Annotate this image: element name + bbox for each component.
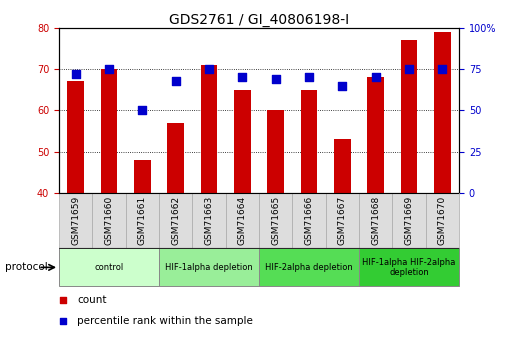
Point: [59, 318, 67, 324]
Point: [238, 75, 246, 80]
Point: [205, 66, 213, 72]
Text: GSM71662: GSM71662: [171, 196, 180, 245]
Bar: [59, 248, 159, 286]
Bar: [367, 77, 384, 193]
Point: [138, 108, 146, 113]
Text: control: control: [94, 263, 124, 272]
Text: GSM71660: GSM71660: [105, 196, 113, 245]
Bar: [301, 90, 318, 193]
Bar: [326, 193, 359, 248]
Point: [105, 66, 113, 72]
Text: count: count: [77, 295, 107, 305]
Text: GSM71665: GSM71665: [271, 196, 280, 245]
Bar: [134, 160, 151, 193]
Text: GSM71668: GSM71668: [371, 196, 380, 245]
Point: [71, 71, 80, 77]
Point: [438, 66, 446, 72]
Text: percentile rank within the sample: percentile rank within the sample: [77, 316, 253, 326]
Bar: [359, 248, 459, 286]
Bar: [259, 248, 359, 286]
Bar: [126, 193, 159, 248]
Point: [59, 297, 67, 303]
Point: [405, 66, 413, 72]
Text: HIF-1alpha HIF-2alpha
depletion: HIF-1alpha HIF-2alpha depletion: [362, 258, 456, 277]
Bar: [159, 248, 259, 286]
Point: [338, 83, 346, 88]
Bar: [192, 193, 226, 248]
Bar: [267, 110, 284, 193]
Point: [305, 75, 313, 80]
Text: GSM71667: GSM71667: [338, 196, 347, 245]
Text: HIF-1alpha depletion: HIF-1alpha depletion: [165, 263, 253, 272]
Bar: [234, 90, 251, 193]
Text: GSM71659: GSM71659: [71, 196, 80, 245]
Text: HIF-2alpha depletion: HIF-2alpha depletion: [265, 263, 353, 272]
Point: [271, 76, 280, 82]
Text: GSM71664: GSM71664: [238, 196, 247, 245]
Text: GSM71670: GSM71670: [438, 196, 447, 245]
Bar: [334, 139, 351, 193]
Text: protocol: protocol: [5, 263, 48, 272]
Title: GDS2761 / GI_40806198-I: GDS2761 / GI_40806198-I: [169, 12, 349, 27]
Point: [171, 78, 180, 83]
Bar: [59, 193, 92, 248]
Bar: [159, 193, 192, 248]
Bar: [292, 193, 326, 248]
Bar: [67, 81, 84, 193]
Bar: [401, 40, 418, 193]
Point: [371, 75, 380, 80]
Text: GSM71661: GSM71661: [138, 196, 147, 245]
Text: GSM71663: GSM71663: [205, 196, 213, 245]
Text: GSM71669: GSM71669: [405, 196, 413, 245]
Bar: [359, 193, 392, 248]
Text: GSM71666: GSM71666: [305, 196, 313, 245]
Bar: [167, 123, 184, 193]
Bar: [226, 193, 259, 248]
Bar: [92, 193, 126, 248]
Bar: [426, 193, 459, 248]
Bar: [101, 69, 117, 193]
Bar: [392, 193, 426, 248]
Bar: [434, 32, 451, 193]
Bar: [201, 65, 218, 193]
Bar: [259, 193, 292, 248]
